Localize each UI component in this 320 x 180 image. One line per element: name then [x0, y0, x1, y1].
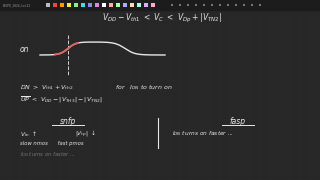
Text: $DN\ >\ V_{th1} + V_{th2}$: $DN\ >\ V_{th1} + V_{th2}$ — [20, 84, 74, 93]
Text: slow nmos      fast pmos: slow nmos fast pmos — [20, 141, 84, 145]
Text: $V_{tn}\ \uparrow$: $V_{tn}\ \uparrow$ — [20, 129, 37, 139]
Text: for   $I_{DN}$ to turn on: for $I_{DN}$ to turn on — [115, 84, 173, 93]
Text: $|V_{tp}|\ \downarrow$: $|V_{tp}|\ \downarrow$ — [75, 129, 96, 139]
Text: $I_{DN}$ turns on faster ...: $I_{DN}$ turns on faster ... — [20, 150, 76, 159]
Text: $V_{DD} - V_{th1}\ <\ V_C\ <\ V_{Dp} + |V_{TN2}|$: $V_{DD} - V_{th1}\ <\ V_C\ <\ V_{Dp} + |… — [102, 12, 222, 24]
Text: fasp: fasp — [230, 118, 246, 127]
Text: snfp: snfp — [60, 118, 76, 127]
Text: on: on — [20, 46, 29, 55]
Text: $I_{DN}$ turns on faster ...: $I_{DN}$ turns on faster ... — [172, 130, 234, 138]
Text: BIOPD_2024-Lec11: BIOPD_2024-Lec11 — [3, 3, 31, 7]
Text: $\overline{UP}\ <\ V_{DD} - |V_{TH3}| - |V_{TN2}|$: $\overline{UP}\ <\ V_{DD} - |V_{TH3}| - … — [20, 95, 103, 105]
